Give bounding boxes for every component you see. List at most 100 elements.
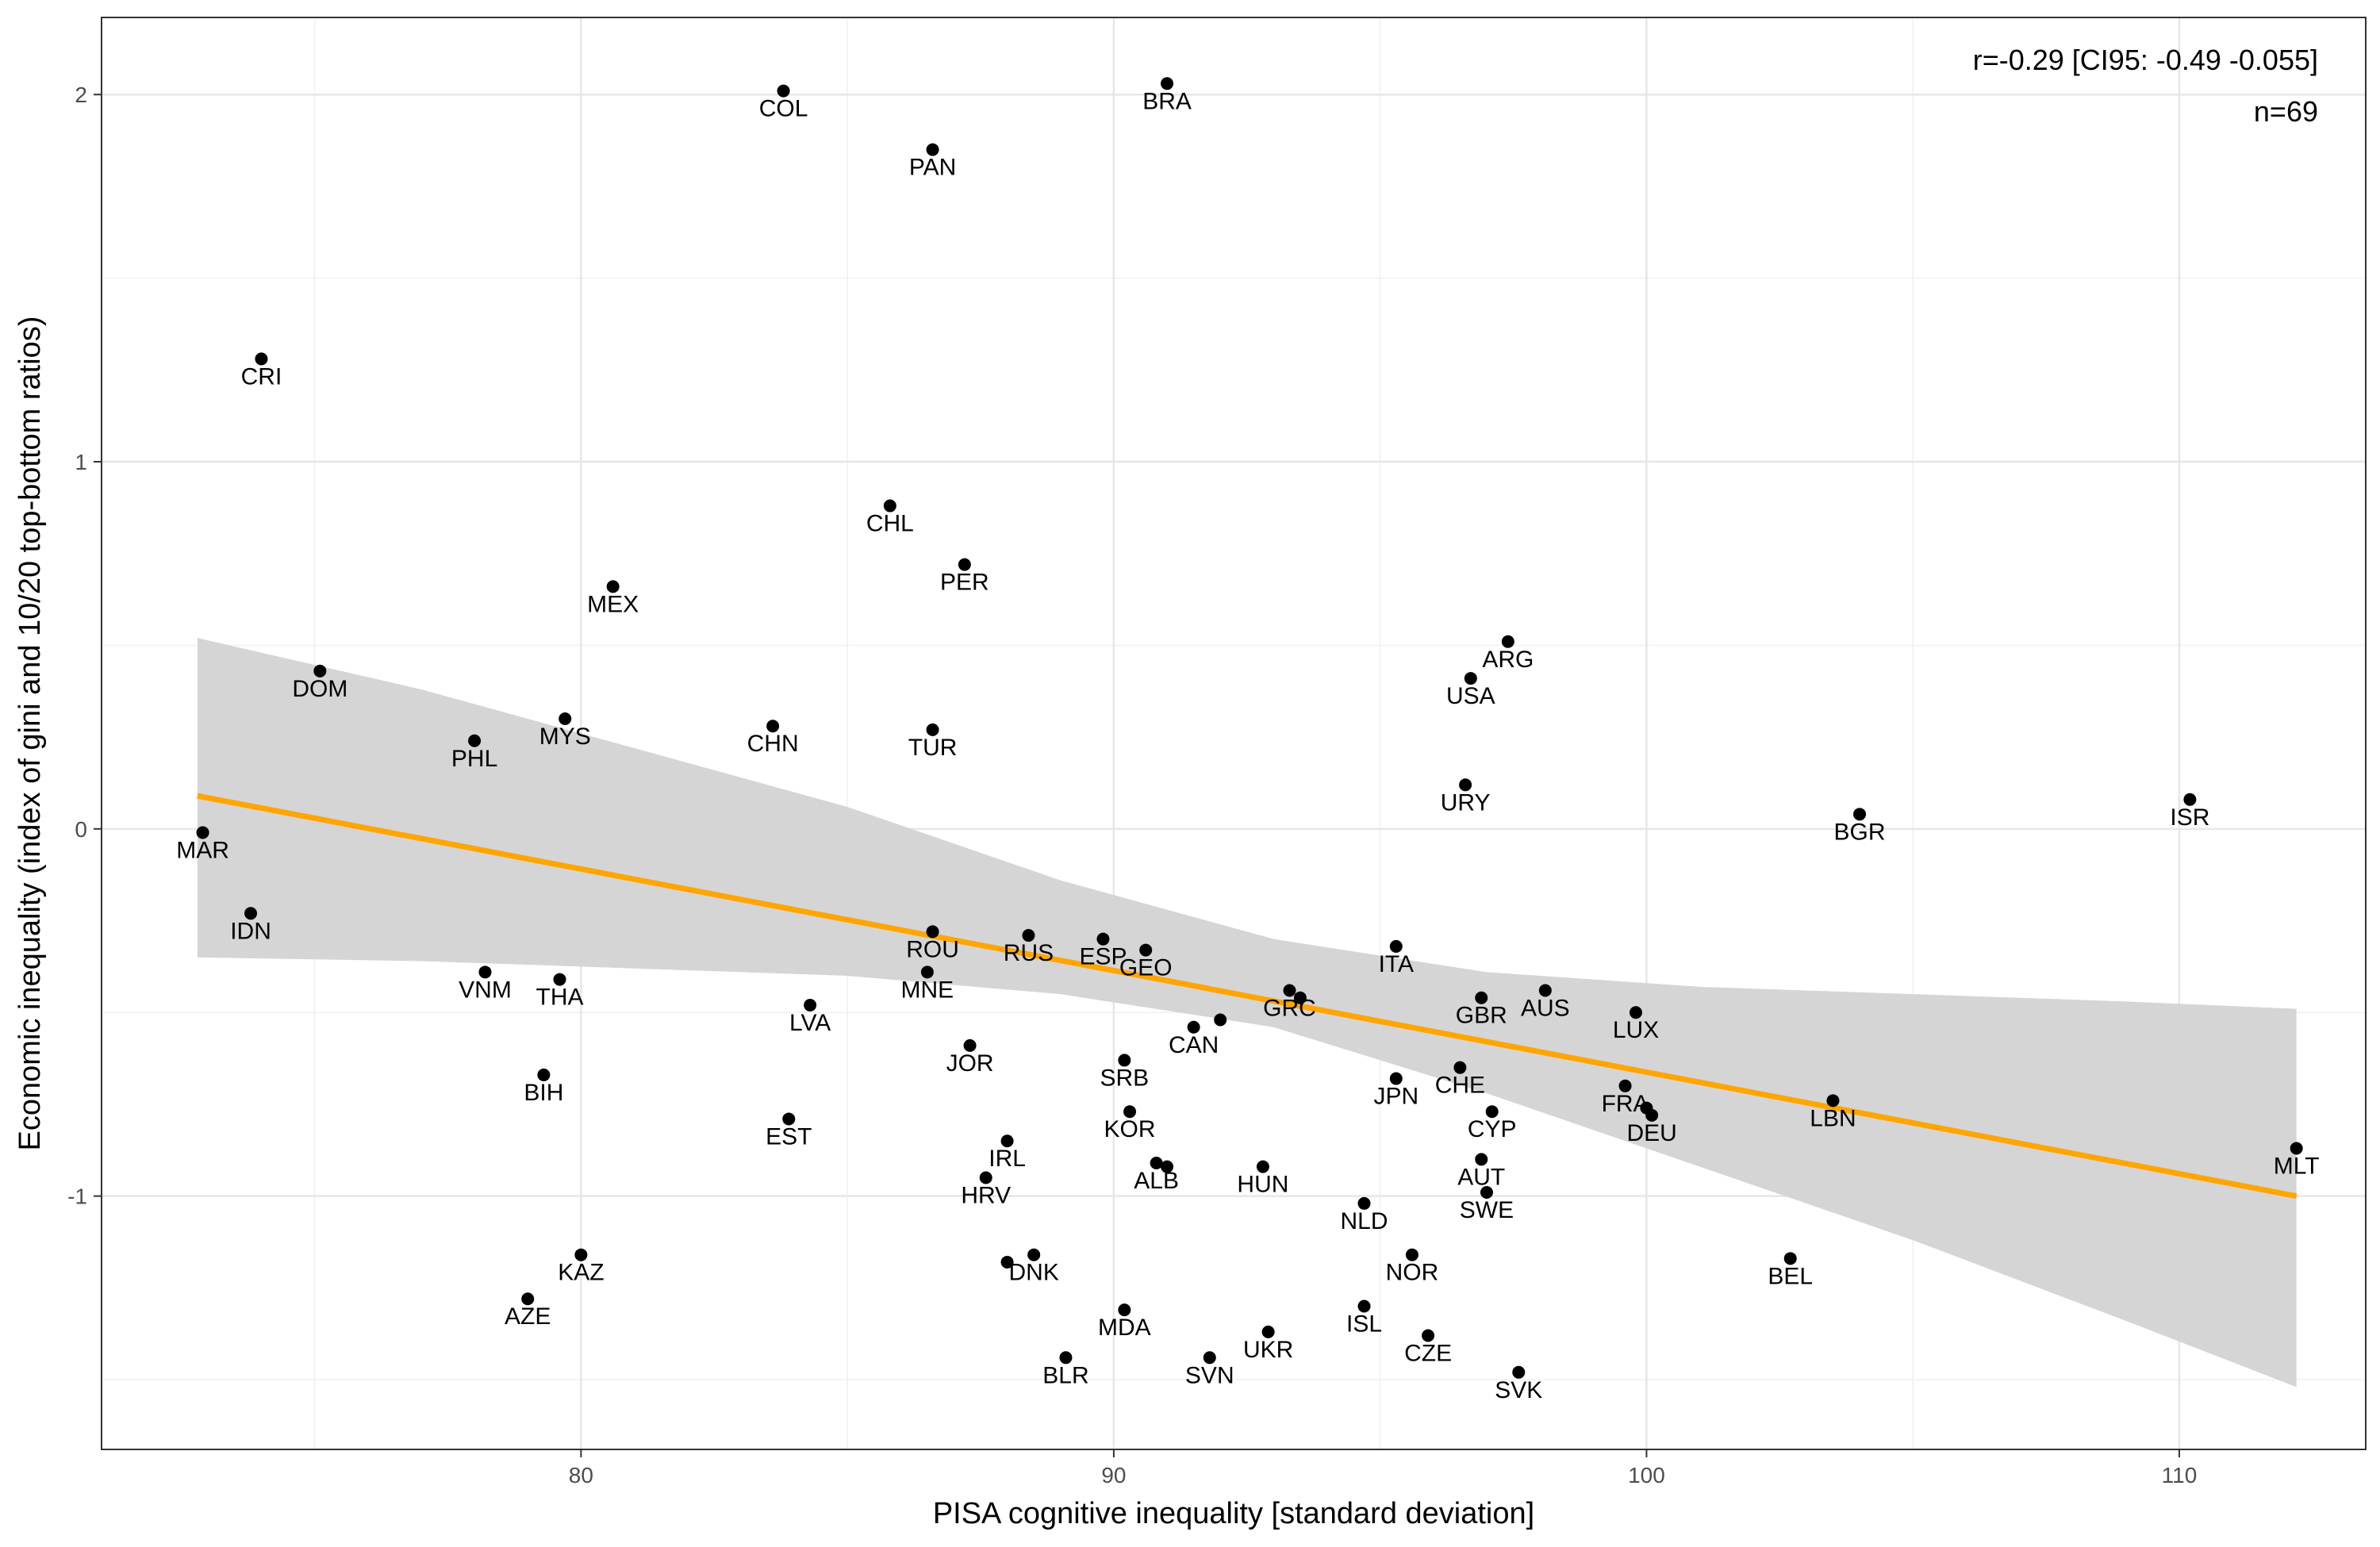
point-label: CHE (1435, 1073, 1485, 1099)
point-label: KOR (1104, 1116, 1156, 1142)
data-point (979, 1171, 992, 1184)
data-point (782, 1112, 796, 1126)
data-point (963, 1038, 977, 1052)
sample-size-annotation: n=69 (2254, 95, 2318, 128)
data-point (1453, 1061, 1467, 1074)
data-point (1027, 1248, 1041, 1261)
point-label: CHL (866, 511, 914, 537)
data-point (1161, 77, 1174, 90)
point-label: VNM (459, 977, 512, 1003)
x-tick-label: 100 (1628, 1463, 1665, 1488)
data-point (883, 499, 896, 512)
point-label: PHL (451, 746, 497, 772)
point-label: COL (759, 96, 808, 122)
y-axis-title: Economic inequality (index of gini and 1… (13, 317, 47, 1151)
point-label: CHN (747, 731, 799, 757)
point-label: ESP (1079, 944, 1127, 970)
data-point (313, 664, 327, 678)
data-point (478, 965, 492, 979)
point-label: EST (766, 1123, 812, 1150)
data-point (1405, 1248, 1418, 1261)
data-point (2183, 793, 2197, 806)
data-point (1000, 1134, 1014, 1148)
x-tick-label: 80 (569, 1463, 593, 1488)
point-label: ROU (906, 936, 959, 962)
data-point (1123, 1105, 1137, 1119)
point-label: LUX (1613, 1017, 1659, 1043)
panel-border (101, 17, 2367, 1450)
point-label: MEX (587, 591, 639, 617)
point-label: SVK (1495, 1377, 1542, 1403)
data-point (1118, 1303, 1131, 1317)
confidence-band (197, 638, 2297, 1388)
point-label: UKR (1243, 1337, 1293, 1363)
point-label: ARG (1482, 647, 1534, 673)
point-label: LBN (1810, 1105, 1856, 1131)
point-label: GRC (1263, 995, 1316, 1021)
point-label: DEU (1626, 1120, 1676, 1146)
data-point (521, 1292, 535, 1306)
point-label: NOR (1386, 1260, 1439, 1286)
data-point (2290, 1142, 2303, 1155)
data-point (777, 84, 790, 98)
data-point (574, 1248, 588, 1261)
data-point (1512, 1365, 1526, 1379)
data-point (1357, 1196, 1371, 1210)
data-point (804, 998, 817, 1012)
data-point (1783, 1252, 1797, 1265)
data-point (1485, 1105, 1499, 1119)
data-point (926, 925, 939, 939)
data-point (766, 720, 780, 733)
data-point (468, 734, 482, 747)
data-point (537, 1068, 551, 1081)
point-label: AZE (505, 1303, 551, 1330)
data-point (1022, 929, 1035, 942)
data-point (1059, 1351, 1073, 1365)
data-point (1096, 932, 1110, 946)
point-label: FRA (1602, 1091, 1649, 1117)
point-label: ISR (2170, 804, 2209, 831)
data-point (926, 723, 939, 736)
point-label: JOR (946, 1050, 994, 1077)
point-label: THA (536, 985, 584, 1011)
point-label: NLD (1341, 1208, 1388, 1234)
point-label: AUS (1521, 995, 1570, 1021)
point-label: MNE (901, 977, 954, 1003)
point-label: CYP (1468, 1116, 1517, 1142)
data-point (559, 712, 572, 725)
data-point (1161, 1160, 1174, 1173)
point-label: JPN (1373, 1084, 1418, 1110)
data-point (1283, 984, 1296, 997)
point-label: MDA (1098, 1315, 1151, 1341)
data-point (1000, 1255, 1014, 1269)
point-label: GEO (1119, 955, 1173, 981)
regression-line (197, 793, 2297, 1200)
data-point (1464, 672, 1477, 685)
point-label: USA (1446, 683, 1495, 709)
point-label: ITA (1379, 951, 1414, 977)
data-point (1422, 1329, 1435, 1342)
data-point (1214, 1013, 1227, 1027)
data-point (1501, 635, 1514, 648)
data-point (1475, 1153, 1488, 1166)
data-point (1389, 1072, 1403, 1085)
y-tick-label: 1 (75, 450, 87, 474)
point-label: RUS (1004, 940, 1054, 966)
data-point (1261, 1325, 1275, 1338)
point-label: TUR (908, 735, 958, 761)
point-label: CZE (1404, 1341, 1452, 1367)
data-point (1203, 1351, 1216, 1365)
data-point (1630, 1006, 1643, 1019)
point-label: CRI (241, 363, 282, 390)
point-label: MLT (2274, 1153, 2320, 1179)
point-label: BGR (1834, 819, 1886, 845)
data-point (1139, 943, 1153, 957)
point-label: HUN (1237, 1172, 1288, 1198)
data-point (553, 973, 566, 986)
data-point (926, 143, 939, 156)
data-points (196, 77, 2303, 1379)
point-label: PAN (909, 155, 956, 181)
x-axis-title: PISA cognitive inequality [standard devi… (933, 1497, 1534, 1530)
point-label: LVA (789, 1010, 831, 1036)
